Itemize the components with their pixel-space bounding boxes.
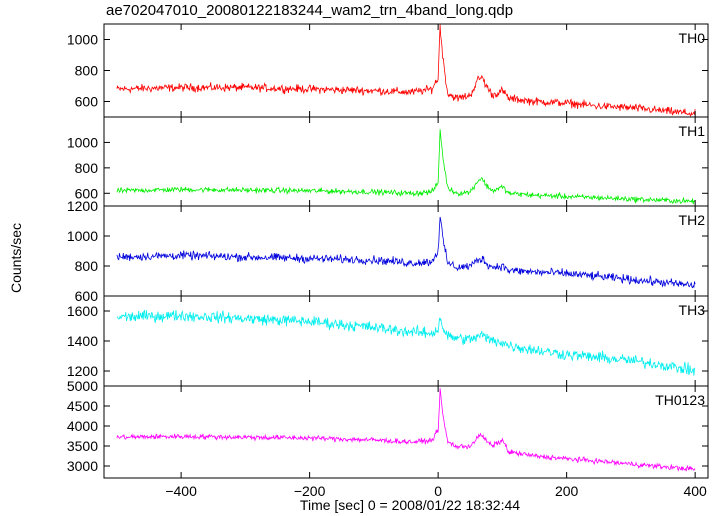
y-tick-label: 1000 <box>67 228 98 244</box>
panel-frame-th0 <box>103 23 709 118</box>
y-tick-label: 800 <box>75 258 99 274</box>
series-label-th2: TH2 <box>679 212 706 228</box>
x-axis-label: Time [sec] 0 = 2008/01/22 18:32:44 <box>299 497 521 513</box>
panel-frame-th2 <box>103 205 709 297</box>
series-label-th3: TH3 <box>679 302 706 318</box>
panel-frame-th0123 <box>103 385 709 479</box>
y-tick-label: 5000 <box>67 378 98 394</box>
y-tick-label: 1200 <box>67 363 98 379</box>
panel-frame-th3 <box>103 295 709 387</box>
y-tick-label: 3500 <box>67 438 98 454</box>
series-label-th0: TH0 <box>679 30 706 46</box>
x-tick-label: −400 <box>165 483 197 499</box>
y-tick-label: 800 <box>75 63 99 79</box>
x-tick-label: −200 <box>294 483 326 499</box>
series-line-th0 <box>116 24 696 117</box>
x-tick-label: 200 <box>555 483 579 499</box>
series-label-th1: TH1 <box>679 123 706 139</box>
series-label-th0123: TH0123 <box>655 392 705 408</box>
y-tick-label: 1000 <box>67 32 98 48</box>
y-tick-label: 800 <box>75 160 99 176</box>
y-tick-label: 1400 <box>67 333 98 349</box>
series-line-th2 <box>116 216 696 289</box>
y-tick-label: 600 <box>75 94 99 110</box>
y-tick-label: 1200 <box>67 198 98 214</box>
chart-title: ae702047010_20080122183244_wam2_trn_4ban… <box>106 2 514 19</box>
x-tick-label: 400 <box>683 483 707 499</box>
y-tick-label: 1000 <box>67 134 98 150</box>
series-line-th0123 <box>116 388 696 472</box>
x-tick-label: 0 <box>434 483 442 499</box>
y-tick-label: 4000 <box>67 418 98 434</box>
series-line-th1 <box>116 129 696 205</box>
series-line-th3 <box>116 309 696 376</box>
y-tick-label: 600 <box>75 288 99 304</box>
y-tick-label: 1600 <box>67 303 98 319</box>
y-tick-label: 4500 <box>67 398 98 414</box>
y-tick-label: 600 <box>75 185 99 201</box>
y-tick-label: 3000 <box>67 458 98 474</box>
